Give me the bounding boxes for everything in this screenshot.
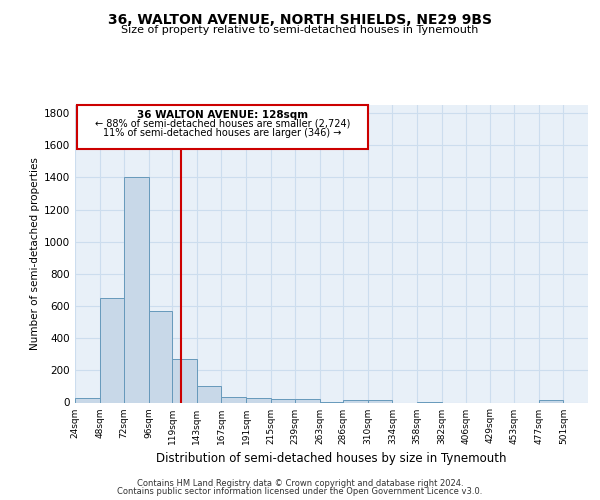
- Text: ← 88% of semi-detached houses are smaller (2,724): ← 88% of semi-detached houses are smalle…: [95, 119, 350, 129]
- Bar: [343, 400, 368, 402]
- Text: 36 WALTON AVENUE: 128sqm: 36 WALTON AVENUE: 128sqm: [137, 110, 308, 120]
- Text: Contains HM Land Registry data © Crown copyright and database right 2024.: Contains HM Land Registry data © Crown c…: [137, 478, 463, 488]
- Bar: [197, 386, 221, 402]
- Bar: [221, 397, 246, 402]
- FancyBboxPatch shape: [77, 106, 368, 149]
- Bar: [271, 400, 295, 402]
- Text: 11% of semi-detached houses are larger (346) →: 11% of semi-detached houses are larger (…: [103, 128, 341, 138]
- Text: 36, WALTON AVENUE, NORTH SHIELDS, NE29 9BS: 36, WALTON AVENUE, NORTH SHIELDS, NE29 9…: [108, 12, 492, 26]
- Text: Contains public sector information licensed under the Open Government Licence v3: Contains public sector information licen…: [118, 487, 482, 496]
- Y-axis label: Number of semi-detached properties: Number of semi-detached properties: [30, 158, 40, 350]
- X-axis label: Distribution of semi-detached houses by size in Tynemouth: Distribution of semi-detached houses by …: [156, 452, 507, 465]
- Bar: [295, 400, 320, 402]
- Bar: [172, 359, 197, 403]
- Bar: [246, 398, 271, 402]
- Bar: [149, 311, 172, 402]
- Bar: [75, 398, 100, 402]
- Bar: [100, 298, 124, 403]
- Bar: [368, 400, 392, 402]
- Text: Size of property relative to semi-detached houses in Tynemouth: Size of property relative to semi-detach…: [121, 25, 479, 35]
- Bar: [539, 400, 563, 402]
- Bar: [124, 178, 149, 402]
